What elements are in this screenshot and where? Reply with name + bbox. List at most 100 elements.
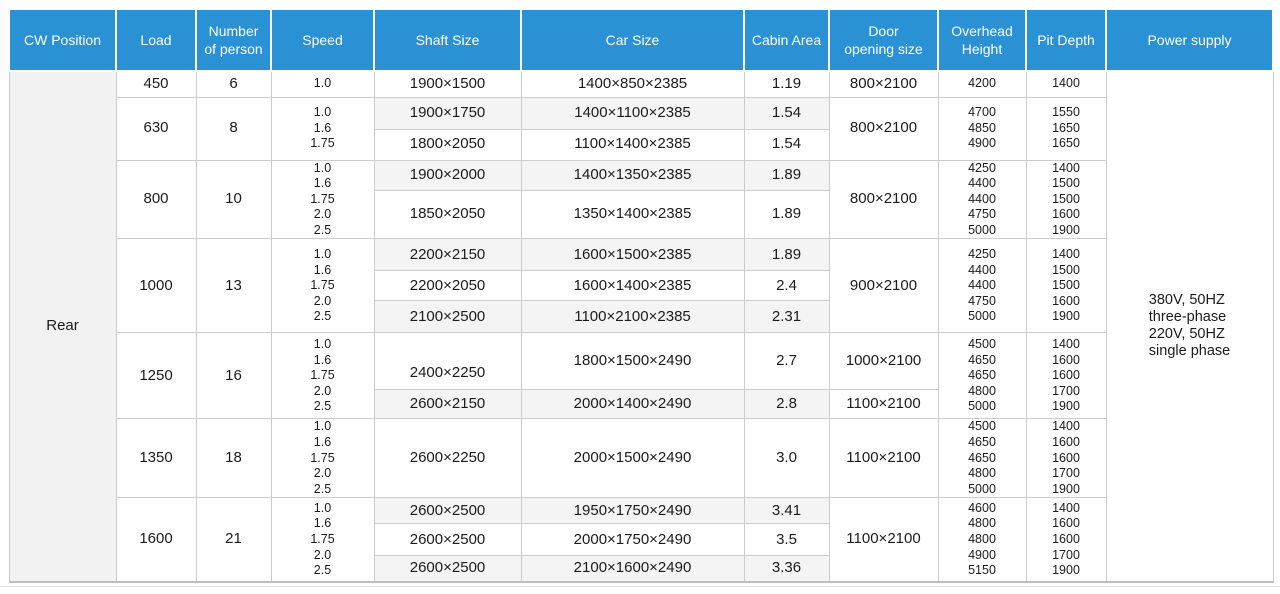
cell-cabin-area: 2.7 <box>743 332 830 391</box>
table-row: 2100×2500 1100×2100×2385 2.31 <box>9 300 1273 334</box>
header-number-of-person: Number of person <box>195 8 272 72</box>
cell-pit-depth: 1550 1650 1650 <box>1025 96 1107 161</box>
cell-pit-depth: 1400 1600 1600 1700 1900 <box>1025 332 1107 420</box>
table-row: 1250 16 1.0 1.6 1.75 2.0 2.5 2400×2250 1… <box>9 332 1273 420</box>
table-row: 800 10 1.0 1.6 1.75 2.0 2.5 1900×2000 14… <box>9 159 1273 240</box>
cell-door-size: 800×2100 <box>828 159 939 240</box>
cell-pit-depth: 1400 <box>1025 70 1107 98</box>
cell-cabin-area: 1.19 <box>743 70 830 98</box>
cell-power-supply: 380V, 50HZ three-phase 220V, 50HZ single… <box>1105 70 1274 583</box>
cell-shaft-size: 1850×2050 <box>373 189 522 240</box>
cell-shaft-size: 1900×2000 <box>373 159 522 191</box>
header-power-supply: Power supply <box>1105 8 1274 72</box>
cell-shaft-size: 2600×2500 <box>373 497 522 525</box>
cell-shaft-size: 1800×2050 <box>373 128 522 161</box>
table-row: 2200×2050 1600×1400×2385 2.4 <box>9 270 1273 302</box>
cell-cabin-area: 3.0 <box>743 418 830 499</box>
cell-cabin-area: 3.5 <box>743 523 830 557</box>
cell-speed: 1.0 1.6 1.75 2.0 2.5 <box>270 159 375 240</box>
cell-pit-depth: 1400 1600 1600 1700 1900 <box>1025 497 1107 583</box>
cell-car-size: 1350×1400×2385 <box>520 189 745 240</box>
elevator-spec-table: CW Position Load Number of person Speed … <box>8 8 1274 583</box>
power-supply-text: 380V, 50HZ three-phase 220V, 50HZ single… <box>1148 292 1231 360</box>
cell-shaft-size: 2100×2500 <box>373 300 522 334</box>
cell-car-size: 2000×1400×2490 <box>520 389 745 420</box>
cell-shaft-size: 2600×2500 <box>373 555 522 583</box>
table-row: 2600×2150 2000×1400×2490 2.8 1100×2100 <box>9 389 1273 420</box>
cell-speed: 1.0 1.6 1.75 2.0 2.5 <box>270 497 375 583</box>
cell-shaft-size: 2200×2150 <box>373 238 522 272</box>
cell-persons: 16 <box>195 332 272 420</box>
cell-door-size: 800×2100 <box>828 70 939 98</box>
cell-cabin-area: 1.54 <box>743 96 830 130</box>
cell-cabin-area: 1.89 <box>743 189 830 240</box>
cell-cabin-area: 1.89 <box>743 238 830 272</box>
cell-shaft-size: 2600×2250 <box>373 418 522 499</box>
cell-shaft-size: 1900×1500 <box>373 70 522 98</box>
cell-shaft-size: 1900×1750 <box>373 96 522 130</box>
cell-door-size: 900×2100 <box>828 238 939 334</box>
cell-persons: 6 <box>195 70 272 98</box>
header-load: Load <box>115 8 197 72</box>
header-car-size: Car Size <box>520 8 745 72</box>
cell-car-size: 2000×1750×2490 <box>520 523 745 557</box>
cell-car-size: 1400×1350×2385 <box>520 159 745 191</box>
cell-persons: 8 <box>195 96 272 161</box>
cell-speed: 1.0 1.6 1.75 2.0 2.5 <box>270 418 375 499</box>
table-row: Rear 450 6 1.0 1900×1500 1400×850×2385 1… <box>8 70 1274 583</box>
cell-load: 1250 <box>115 332 197 420</box>
table-row: 1600 21 1.0 1.6 1.75 2.0 2.5 2600×2500 1… <box>9 497 1273 583</box>
cell-car-size: 1800×1500×2490 <box>520 332 745 391</box>
cell-persons: 18 <box>195 418 272 499</box>
header-cw-position: CW Position <box>8 8 117 72</box>
cell-pit-depth: 1400 1600 1600 1700 1900 <box>1025 418 1107 499</box>
table-row: 1000 13 1.0 1.6 1.75 2.0 2.5 2200×2150 1… <box>9 238 1273 334</box>
cell-shaft-size: 2600×2500 <box>373 523 522 557</box>
cell-car-size: 1600×1500×2385 <box>520 238 745 272</box>
cell-speed: 1.0 1.6 1.75 2.0 2.5 <box>270 332 375 420</box>
cell-cabin-area: 1.54 <box>743 128 830 161</box>
cell-speed: 1.0 1.6 1.75 <box>270 96 375 161</box>
cell-car-size: 2000×1500×2490 <box>520 418 745 499</box>
cell-car-size: 1400×1100×2385 <box>520 96 745 130</box>
cell-overhead-height: 4500 4650 4650 4800 5000 <box>937 418 1027 499</box>
cell-load: 450 <box>115 70 197 98</box>
header-row: CW Position Load Number of person Speed … <box>8 8 1274 72</box>
cell-overhead-height: 4200 <box>937 70 1027 98</box>
cell-speed: 1.0 1.6 1.75 2.0 2.5 <box>270 238 375 334</box>
table-row: 1850×2050 1350×1400×2385 1.89 <box>9 189 1273 240</box>
header-shaft-size: Shaft Size <box>373 8 522 72</box>
cell-cw-position: Rear <box>8 70 117 583</box>
cell-shaft-size: 2200×2050 <box>373 270 522 302</box>
cell-car-size: 1100×2100×2385 <box>520 300 745 334</box>
cell-overhead-height: 4250 4400 4400 4750 5000 <box>937 238 1027 334</box>
header-cabin-area: Cabin Area <box>743 8 830 72</box>
cell-cabin-area: 1.89 <box>743 159 830 191</box>
cell-door-size: 1000×2100 <box>828 332 939 391</box>
cell-car-size: 1600×1400×2385 <box>520 270 745 302</box>
cell-car-size: 1400×850×2385 <box>520 70 745 98</box>
cell-door-size: 1100×2100 <box>828 418 939 499</box>
cell-load: 630 <box>115 96 197 161</box>
cell-cabin-area: 3.36 <box>743 555 830 583</box>
cell-pit-depth: 1400 1500 1500 1600 1900 <box>1025 238 1107 334</box>
cell-load: 1350 <box>115 418 197 499</box>
cell-cabin-area: 2.4 <box>743 270 830 302</box>
header-pit-depth: Pit Depth <box>1025 8 1107 72</box>
cell-car-size: 1950×1750×2490 <box>520 497 745 525</box>
cell-cabin-area: 3.41 <box>743 497 830 525</box>
cell-overhead-height: 4500 4650 4650 4800 5000 <box>937 332 1027 420</box>
cell-car-size: 1100×1400×2385 <box>520 128 745 161</box>
header-speed: Speed <box>270 8 375 72</box>
table-row: 630 8 1.0 1.6 1.75 1900×1750 1400×1100×2… <box>9 96 1273 161</box>
cell-load: 1000 <box>115 238 197 334</box>
cell-car-size: 2100×1600×2490 <box>520 555 745 583</box>
cell-cabin-area: 2.8 <box>743 389 830 420</box>
cell-persons: 13 <box>195 238 272 334</box>
cell-pit-depth: 1400 1500 1500 1600 1900 <box>1025 159 1107 240</box>
table-row: 2600×2500 2100×1600×2490 3.36 <box>9 555 1273 583</box>
header-overhead-height: Overhead Height <box>937 8 1027 72</box>
cell-overhead-height: 4600 4800 4800 4900 5150 <box>937 497 1027 583</box>
cell-shaft-size: 2600×2150 <box>373 389 522 420</box>
cell-overhead-height: 4250 4400 4400 4750 5000 <box>937 159 1027 240</box>
